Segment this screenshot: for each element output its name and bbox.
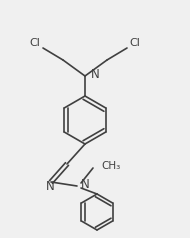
Text: Cl: Cl: [130, 38, 140, 48]
Text: Cl: Cl: [30, 38, 40, 48]
Text: N: N: [46, 180, 54, 193]
Text: CH₃: CH₃: [101, 161, 120, 171]
Text: N: N: [91, 69, 100, 81]
Text: N: N: [81, 178, 90, 190]
